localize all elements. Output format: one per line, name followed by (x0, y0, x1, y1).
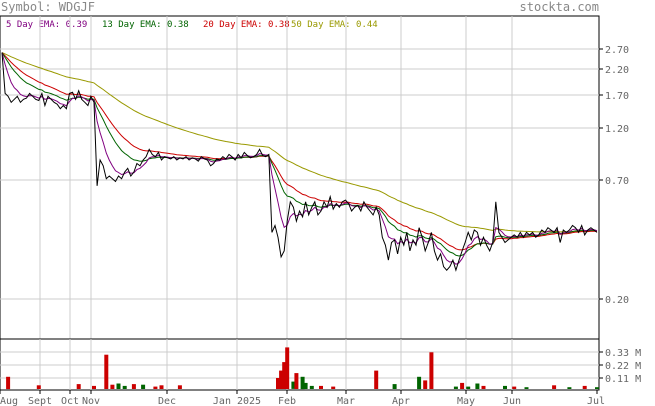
volume-bar (282, 362, 287, 389)
volume-bar (116, 383, 121, 389)
volume-bar (475, 383, 480, 389)
volume-bar (76, 384, 81, 389)
site-label: stockta.com (520, 0, 599, 14)
volume-bar (460, 382, 465, 389)
volume-bar (92, 385, 96, 389)
legend-item-3: 20 Day EMA: 0.38 (203, 20, 290, 30)
volume-bar (177, 385, 182, 389)
volume-bar (331, 386, 336, 389)
x-tick-label: Jun (503, 396, 521, 406)
x-tick-label: Oct (61, 396, 79, 406)
x-tick-label: Sept (28, 396, 52, 406)
volume-axis: 0.33 M 0.22 M 0.11 M (599, 348, 641, 385)
legend-item-2: 13 Day EMA: 0.38 (102, 20, 189, 30)
x-tick-label: Jul (587, 396, 605, 406)
legend-item-4: 50 Day EMA: 0.44 (291, 20, 378, 30)
price-tick-label: 2.20 (605, 65, 629, 76)
price-tick-label: 1.20 (605, 124, 629, 135)
price-panel-frame (0, 15, 600, 340)
volume-bar (36, 385, 41, 389)
volume-bar (141, 384, 146, 389)
volume-bar (291, 381, 296, 389)
ema-20-line (1, 52, 598, 251)
x-tick-label: Mar (337, 396, 355, 406)
volume-bar (582, 385, 587, 389)
volume-bar (481, 385, 486, 389)
volume-bar (276, 378, 280, 389)
volume-bar (392, 384, 397, 389)
volume-bar (417, 376, 422, 390)
x-tick-label: Feb (278, 396, 296, 406)
ema-legend: 5 Day EMA: 0.39 13 Day EMA: 0.38 20 Day EM… (6, 20, 378, 30)
price-tick-label: 2.70 (605, 45, 629, 56)
symbol-label: Symbol: WDGJF (1, 0, 95, 14)
price-axis: 2.70 2.20 1.70 1.20 0.70 0.20 (599, 45, 629, 306)
volume-bar (429, 352, 434, 389)
volume-bar (285, 347, 290, 389)
volume-bar (466, 386, 471, 389)
price-tick-label: 0.20 (605, 295, 629, 306)
volume-bar (309, 385, 314, 389)
volume-bar (110, 384, 115, 389)
volume-bar (131, 384, 136, 389)
volume-bar (595, 387, 599, 389)
x-tick-label: Jan 2025 (213, 396, 261, 406)
volume-bar (294, 373, 299, 389)
volume-grid (0, 339, 599, 390)
volume-bar (279, 370, 284, 389)
volume-bar (453, 386, 458, 389)
volume-bar (159, 385, 164, 389)
volume-bar (567, 387, 572, 389)
x-tick-label: Dec (158, 396, 176, 406)
volume-bar (122, 385, 127, 389)
volume-tick-label: 0.22 M (605, 361, 641, 372)
ema-13-line (1, 52, 598, 257)
volume-bar (423, 380, 428, 389)
legend-item-1: 5 Day EMA: 0.39 (6, 20, 87, 30)
volume-tick-label: 0.11 M (605, 374, 641, 385)
x-axis: Aug Sept Oct Nov Dec Jan 2025 Feb Mar Apr May Jun J… (0, 390, 605, 406)
volume-bar (303, 382, 308, 389)
volume-bar (319, 385, 323, 389)
volume-bar (503, 385, 507, 389)
volume-bar (104, 354, 109, 389)
x-tick-label: Aug (0, 396, 18, 406)
price-tick-label: 1.70 (605, 91, 629, 102)
price-series-group (1, 52, 598, 272)
volume-bar (512, 386, 517, 389)
volume-bar (524, 387, 529, 389)
x-tick-label: Nov (82, 396, 100, 406)
x-tick-label: Apr (392, 396, 410, 406)
price-line (1, 52, 598, 272)
price-grid (0, 16, 599, 339)
x-tick-label: May (457, 396, 475, 406)
volume-bar (153, 386, 158, 389)
volume-bar (300, 376, 305, 390)
ema-5-line (1, 52, 598, 265)
volume-bars (6, 347, 599, 390)
price-tick-label: 0.70 (605, 176, 629, 187)
volume-bar (552, 385, 557, 389)
volume-bar (374, 370, 379, 389)
volume-tick-label: 0.33 M (605, 348, 641, 359)
volume-bar (6, 376, 11, 390)
